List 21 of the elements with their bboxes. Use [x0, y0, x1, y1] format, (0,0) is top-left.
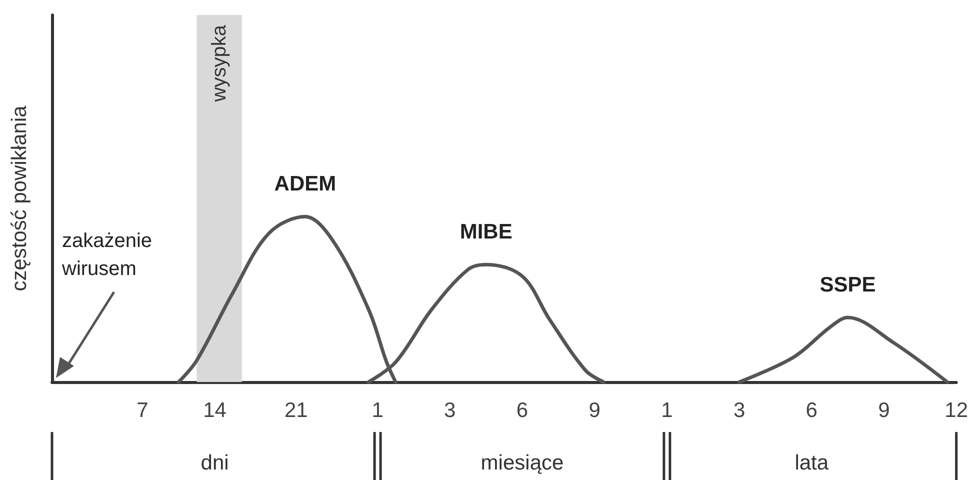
x-tick-label: 1 — [372, 399, 384, 422]
text: lata — [794, 452, 829, 474]
x-tick-label: 9 — [878, 399, 890, 422]
x-tick-label: 7 — [136, 399, 148, 422]
x-tick-label: 21 — [284, 399, 308, 422]
text: dni — [200, 452, 229, 474]
text: wysypka — [208, 24, 230, 103]
x-tick-label: 9 — [588, 399, 600, 422]
x-tick-label: 1 — [661, 399, 673, 422]
series-label: SSPE — [820, 274, 876, 297]
x-tick-label: 3 — [733, 399, 746, 422]
text: miesiące — [480, 452, 564, 474]
annotation: zakażenie wirusem — [61, 230, 158, 280]
x-tick-label: 6 — [516, 399, 528, 422]
x-tick-label: 6 — [806, 399, 818, 422]
series-label: ADEM — [274, 172, 336, 196]
x-tick-label: 14 — [203, 399, 227, 422]
x-tick-label: 12 — [944, 399, 968, 422]
y-axis-title: częstość powikłania — [8, 105, 31, 292]
x-tick-label: 3 — [444, 399, 456, 422]
series-label: MIBE — [460, 220, 512, 244]
